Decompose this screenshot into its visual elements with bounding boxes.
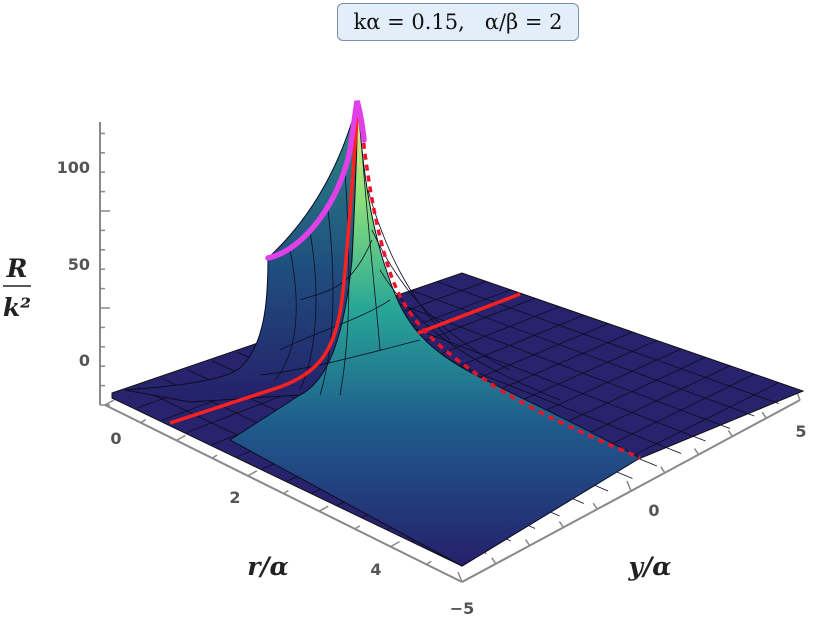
- x-tick-mark: [211, 454, 218, 459]
- y-tick-mark: [558, 520, 565, 528]
- x-tick-mark: [176, 434, 186, 442]
- y-tick-mark: [761, 411, 767, 419]
- x-tick-mark: [425, 560, 432, 565]
- x-tick-mark: [283, 489, 289, 495]
- grid-line: [436, 281, 779, 404]
- y-tick-mark: [524, 539, 531, 547]
- x-tick-0: 0: [110, 429, 121, 448]
- curve-solid-red: [169, 107, 360, 425]
- y-tick-5: 5: [795, 422, 806, 441]
- y-tick-mark: [457, 571, 463, 583]
- z-axis-label-numerator: R: [6, 254, 28, 283]
- y-tick-mark: [660, 466, 666, 474]
- y-tick-mark: [491, 557, 497, 565]
- x-tick-mark: [104, 399, 115, 406]
- z-axis-label-denominator: k²: [3, 293, 31, 322]
- y-tick-neg5: −5: [450, 599, 475, 618]
- z-tick-0: 0: [79, 351, 90, 370]
- x-tick-mark: [390, 540, 400, 548]
- grid-line: [361, 307, 706, 442]
- x-tick-4: 4: [370, 560, 381, 579]
- surface-peak: [229, 100, 641, 567]
- x-tick-2: 2: [229, 488, 240, 507]
- grid-line: [386, 298, 731, 429]
- z-tick-50: 50: [68, 255, 90, 274]
- grid-line: [411, 290, 755, 417]
- x-tick-mark: [247, 470, 258, 477]
- chart-title: kα = 0.15, α/β = 2: [337, 3, 579, 41]
- y-tick-mark: [727, 429, 734, 437]
- curve-solid-red-right: [417, 292, 521, 335]
- z-tick-100: 100: [57, 158, 90, 177]
- x-tick-mark: [354, 525, 361, 530]
- y-axis-label: y/α: [628, 552, 672, 581]
- z-ticks: [100, 132, 110, 406]
- y-tick-0: 0: [648, 501, 659, 520]
- xy-ticks: [104, 389, 801, 583]
- y-tick-mark: [693, 448, 700, 456]
- x-tick-mark: [318, 505, 329, 512]
- y-tick-mark: [592, 502, 598, 510]
- curve-magenta-ridge: [265, 100, 367, 261]
- x-tick-mark: [140, 419, 147, 424]
- x-tick-mark: [461, 576, 472, 583]
- curve-dotted-red: [358, 109, 641, 460]
- x-axis-label: r/α: [247, 552, 289, 581]
- y-tick-mark: [626, 480, 632, 492]
